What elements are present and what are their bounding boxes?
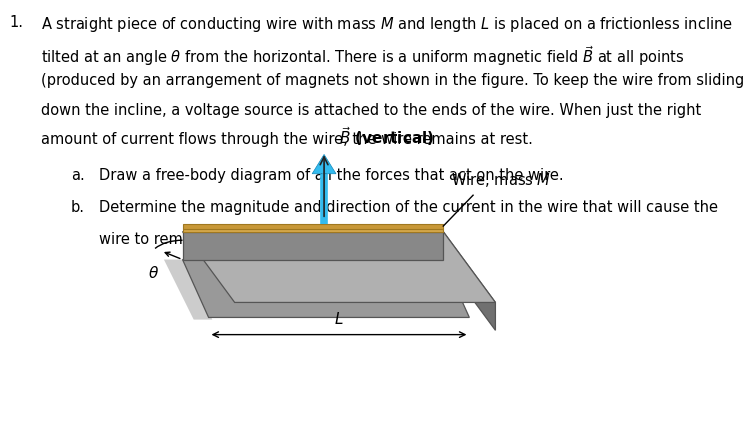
Text: wire to remain at rest.: wire to remain at rest. [99,233,262,248]
Polygon shape [164,260,212,320]
Text: A straight piece of conducting wire with mass $M$ and length $L$ is placed on a : A straight piece of conducting wire with… [41,15,733,34]
Text: b.: b. [71,200,85,215]
Text: $L$: $L$ [335,311,343,327]
Polygon shape [183,232,443,260]
Text: down the incline, a voltage source is attached to the ends of the wire. When jus: down the incline, a voltage source is at… [41,103,701,118]
Text: Determine the magnitude and direction of the current in the wire that will cause: Determine the magnitude and direction of… [99,200,718,215]
Text: Wire, mass $M$: Wire, mass $M$ [451,171,551,189]
Text: tilted at an angle $\theta$ from the horizontal. There is a uniform magnetic fie: tilted at an angle $\theta$ from the hor… [41,44,685,68]
Polygon shape [183,229,443,232]
Polygon shape [183,260,469,317]
Text: 1.: 1. [10,15,24,30]
Polygon shape [443,232,495,330]
Polygon shape [183,224,443,229]
Polygon shape [312,154,336,174]
Text: $\vec{B}$ (vertical): $\vec{B}$ (vertical) [339,125,434,148]
Text: a.: a. [71,168,84,183]
Polygon shape [183,232,495,302]
Text: amount of current flows through the wire, the wire remains at rest.: amount of current flows through the wire… [41,132,533,147]
Text: Draw a free-body diagram of all the forces that act on the wire.: Draw a free-body diagram of all the forc… [99,168,564,183]
Text: (produced by an arrangement of magnets not shown in the figure. To keep the wire: (produced by an arrangement of magnets n… [41,73,744,88]
Text: $\theta$: $\theta$ [148,265,159,281]
